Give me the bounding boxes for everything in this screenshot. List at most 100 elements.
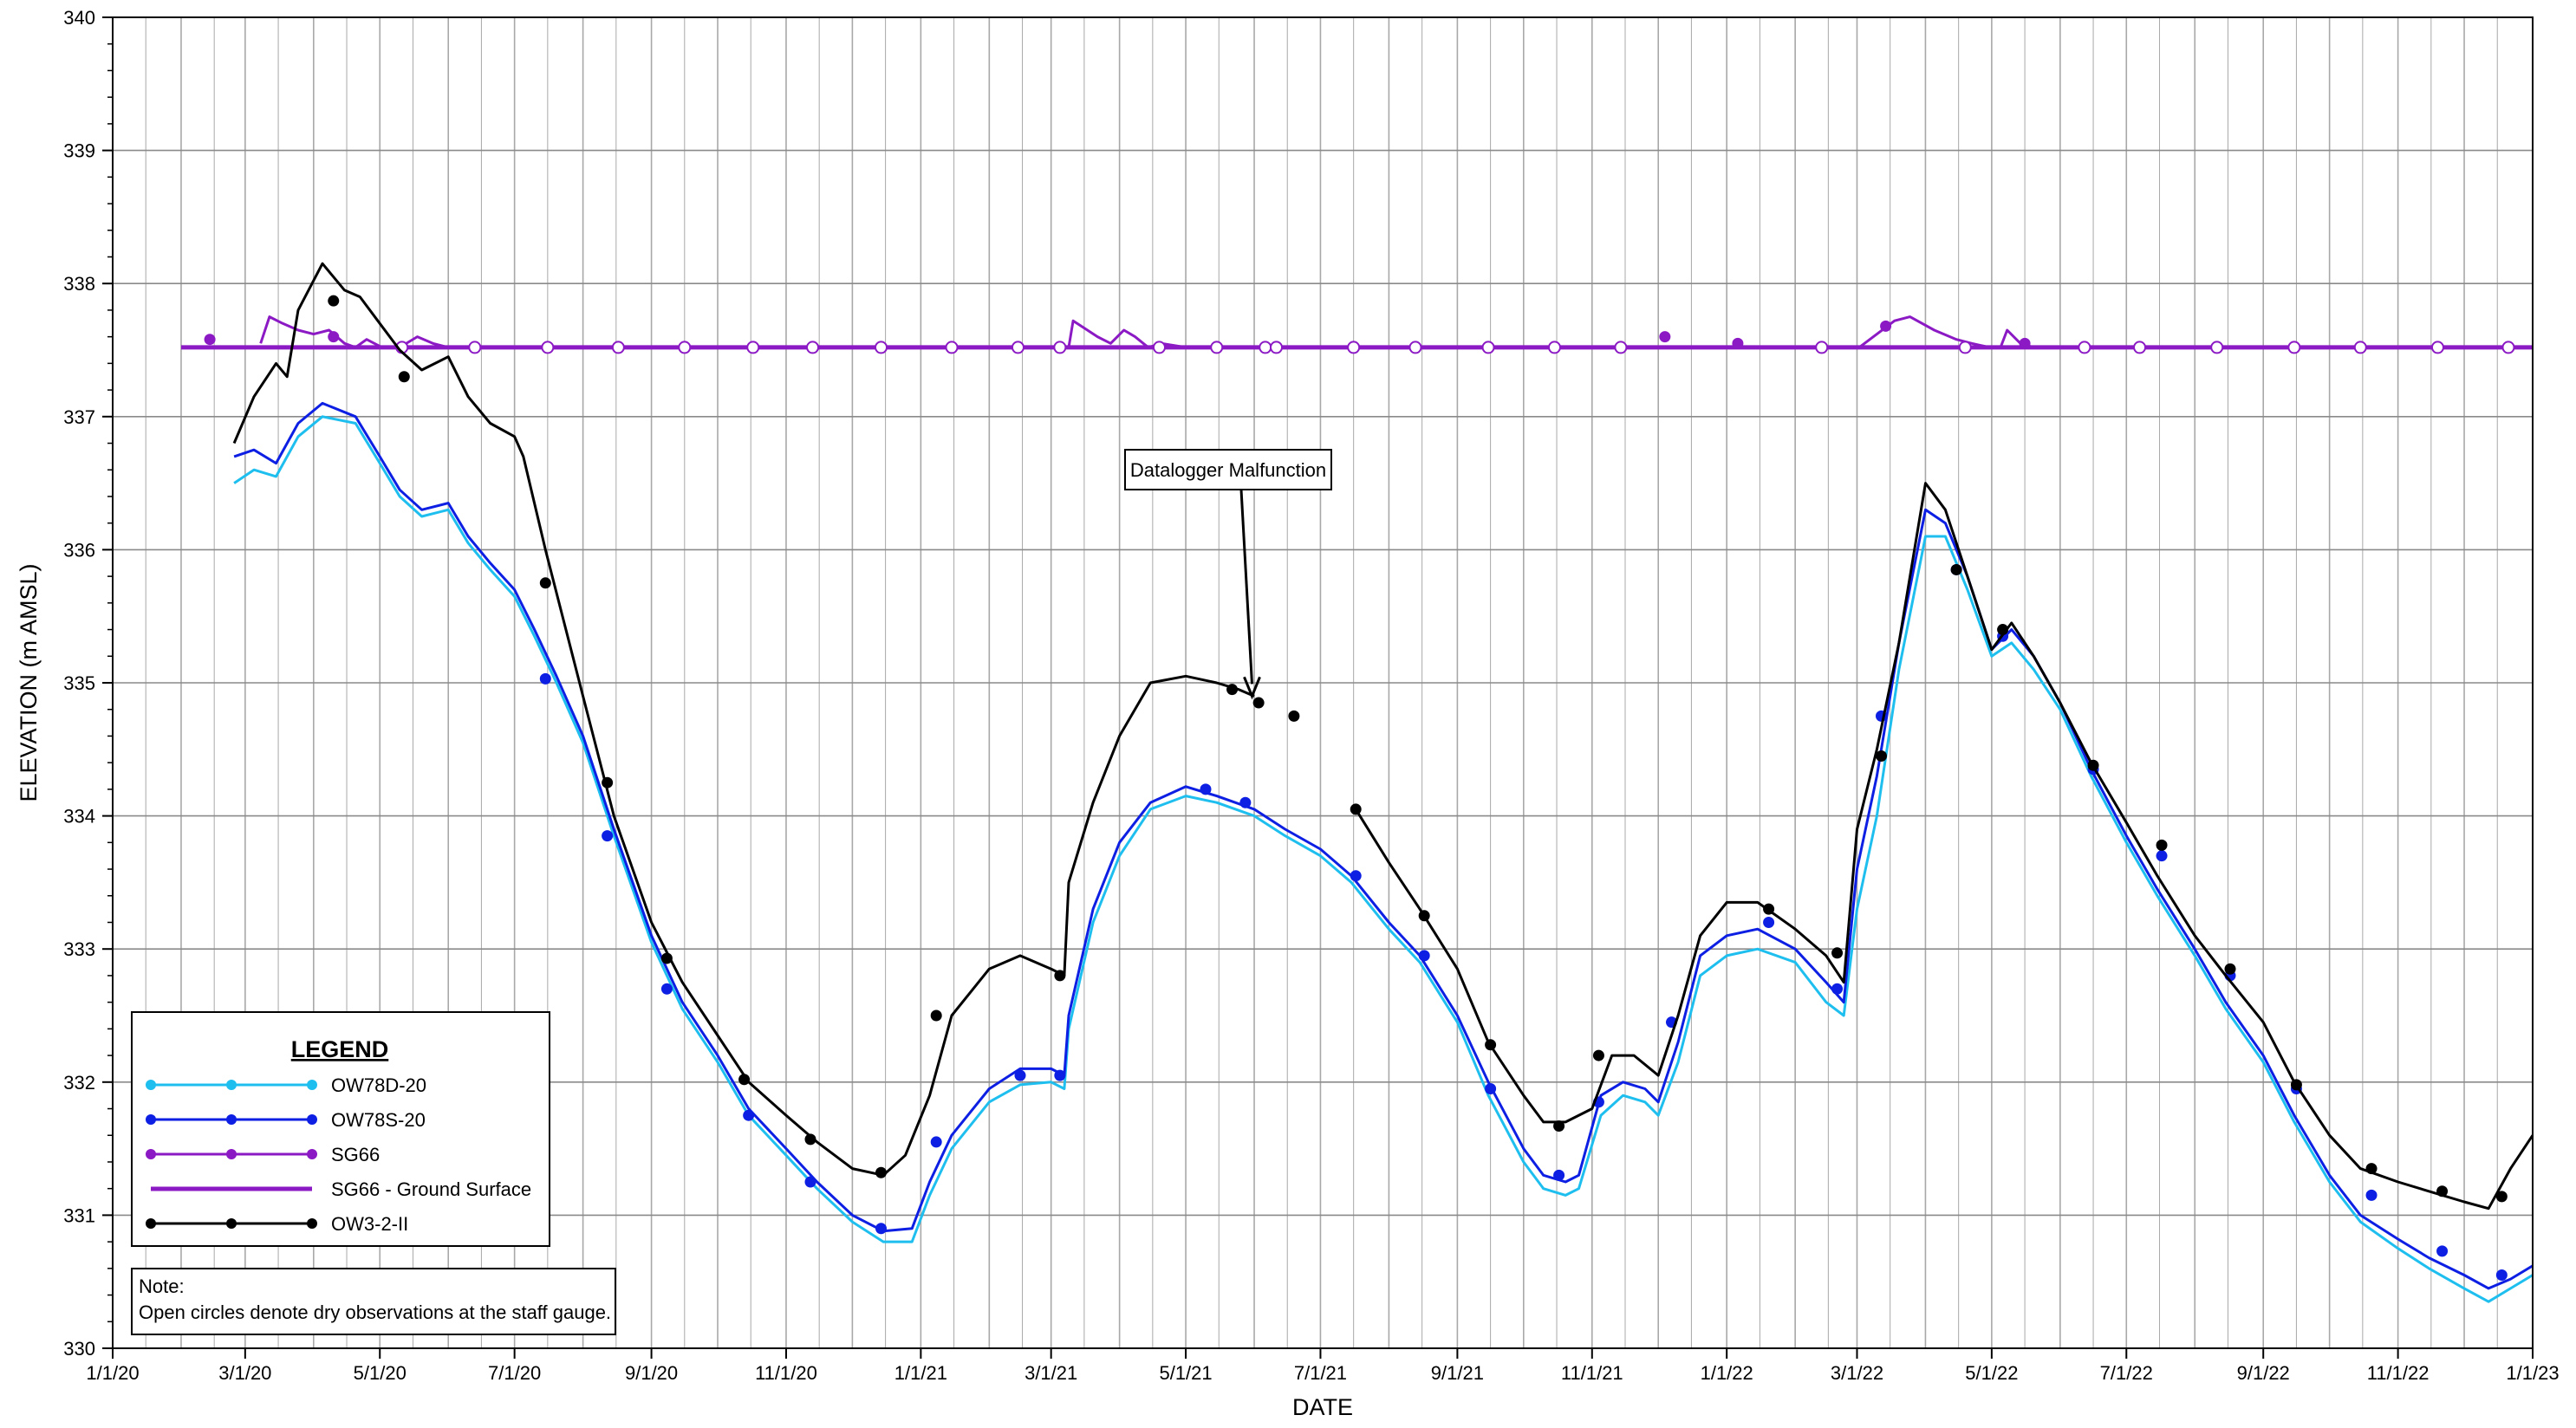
sg66-open-point	[1815, 341, 1829, 354]
x-tick-label: 1/1/20	[86, 1362, 139, 1384]
sg66-open-point	[1270, 341, 1284, 354]
ow3-2-ii-point	[1485, 1039, 1497, 1051]
note-line: Open circles denote dry observations at …	[139, 1301, 611, 1323]
legend-marker-ow78d-20	[146, 1080, 156, 1090]
sg66-open-point	[2078, 341, 2091, 354]
legend-marker-ow3-2-ii	[146, 1218, 156, 1229]
note-box: Note: Open circles denote dry observation…	[131, 1268, 616, 1335]
ow78s-20-point	[1553, 1169, 1565, 1181]
ow78s-20-line	[233, 401, 2534, 1290]
sg66-open-point	[1958, 341, 1972, 354]
sg66-open-point	[2353, 341, 2367, 354]
sg66-open-point	[1210, 341, 1224, 354]
sg66-open-point	[468, 341, 482, 354]
sg66-point	[328, 331, 340, 343]
legend-box	[131, 1011, 550, 1247]
annotation-box	[1124, 449, 1332, 490]
ow3-2-ii-point	[738, 1074, 751, 1086]
ow3-2-ii-point	[2087, 759, 2099, 771]
ow3-2-ii-point	[2495, 1191, 2508, 1203]
ow3-2-ii-point	[328, 295, 340, 307]
ow78s-20-point	[1831, 983, 1844, 995]
ow78s-20-point	[1014, 1069, 1026, 1081]
ow78s-20-point	[1200, 783, 1212, 795]
y-axis-title: ELEVATION (m AMSL)	[16, 563, 42, 802]
ow3-2-ii-point	[804, 1133, 816, 1146]
annotation-text: Datalogger Malfunction	[1130, 459, 1326, 481]
ow3-2-ii-point	[602, 776, 614, 789]
x-tick-label: 3/1/20	[218, 1362, 271, 1384]
x-tick-label: 9/1/22	[2237, 1362, 2290, 1384]
ow3-2-ii-point	[1592, 1049, 1604, 1061]
legend-marker-ow78s-20	[226, 1114, 237, 1125]
y-tick-label: 331	[63, 1204, 95, 1226]
sg66-point	[204, 334, 216, 346]
legend-label-ow78s-20: OW78S-20	[331, 1109, 426, 1131]
sg66-point	[1880, 320, 1892, 332]
ow3-2-ii-point	[1876, 750, 1888, 762]
ow78s-20-point	[1239, 796, 1252, 808]
sg66-open-point	[945, 341, 959, 354]
x-tick-label: 5/1/21	[1159, 1362, 1212, 1384]
ow3-2-ii-point	[1350, 803, 1362, 815]
x-tick-label: 5/1/20	[354, 1362, 407, 1384]
ow3-2-ii-point	[1763, 903, 1775, 915]
ow78s-20-point	[804, 1176, 816, 1188]
ow3-2-ii-point	[660, 952, 673, 964]
sg66-open-point	[2133, 341, 2147, 354]
x-tick-label: 11/1/21	[1561, 1362, 1623, 1384]
sg66-point	[2019, 337, 2031, 349]
x-tick-label: 5/1/22	[1965, 1362, 2018, 1384]
x-tick-label: 1/1/21	[894, 1362, 947, 1384]
legend-label-ow3-2-ii: OW3-2-II	[331, 1213, 408, 1235]
legend-marker-sg66	[226, 1149, 237, 1159]
ow3-2-ii-point	[1831, 947, 1844, 959]
legend-marker-ow78d-20	[226, 1080, 237, 1090]
ow3-2-ii-point	[1553, 1120, 1565, 1132]
legend-marker-ow78s-20	[146, 1114, 156, 1125]
x-tick-label: 3/1/21	[1025, 1362, 1077, 1384]
sg66-open-point	[746, 341, 760, 354]
x-tick-label: 11/1/22	[2367, 1362, 2430, 1384]
ow78d-20-line	[233, 415, 2534, 1303]
legend-marker-ow78d-20	[307, 1080, 317, 1090]
sg66-open-point	[1347, 341, 1361, 354]
x-tick-label: 7/1/22	[2100, 1362, 2153, 1384]
x-tick-label: 1/1/22	[1701, 1362, 1753, 1384]
legend: LEGEND OW78D-20 OW78S-20 SG66 SG66 - Ground …	[131, 1011, 550, 1247]
ow78s-20-point	[2365, 1189, 2378, 1201]
ow3-2-ii-point	[875, 1166, 888, 1178]
sg66-open-point	[1011, 341, 1025, 354]
y-tick-label: 334	[63, 806, 95, 828]
sg66-open-point	[611, 341, 625, 354]
ow78s-20-point	[930, 1136, 942, 1148]
x-tick-label: 9/1/20	[625, 1362, 678, 1384]
ow3-2-ii-line	[232, 262, 1255, 1177]
ow3-2-ii-point	[1997, 624, 2009, 636]
sg66-open-point	[678, 341, 692, 354]
legend-marker-sg66	[146, 1149, 156, 1159]
sg66-open-point	[1614, 341, 1628, 354]
ow3-2-ii-point	[2224, 963, 2236, 975]
note-line: Note:	[139, 1275, 185, 1297]
sg66-open-point	[2287, 341, 2301, 354]
sg66-open-point	[875, 341, 888, 354]
sg66-point	[1659, 331, 1671, 343]
x-tick-label: 9/1/21	[1431, 1362, 1484, 1384]
sg66-open-point	[1152, 341, 1166, 354]
ow78s-20-point	[1418, 950, 1430, 962]
ow3-2-ii-point	[2365, 1163, 2378, 1175]
y-tick-label: 336	[63, 539, 95, 561]
ow3-2-ii-point	[1950, 563, 1962, 575]
y-tick-label: 333	[63, 938, 95, 960]
ow3-2-ii-point	[930, 1009, 942, 1022]
y-tick-label: 340	[63, 7, 95, 29]
x-tick-label: 7/1/20	[488, 1362, 541, 1384]
sg66-open-point	[1481, 341, 1495, 354]
ow3-2-ii-point	[1054, 970, 1066, 982]
x-tick-label: 3/1/22	[1831, 1362, 1883, 1384]
ow78s-20-point	[1054, 1069, 1066, 1081]
ow3-2-ii-point	[1252, 697, 1265, 709]
ow78s-20-point	[1485, 1082, 1497, 1094]
ow3-2-ii-line	[1354, 482, 2534, 1211]
